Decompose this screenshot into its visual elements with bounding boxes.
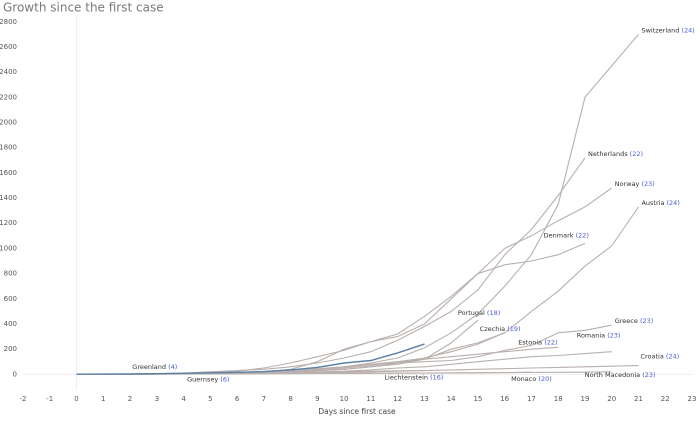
chart-title: Growth since the first case [3, 1, 164, 15]
series-tag: (22) [544, 338, 557, 346]
series-tag: (23) [642, 371, 655, 379]
series-label: Greece (23) [615, 317, 654, 325]
series-label: Netherlands (22) [588, 150, 643, 158]
y-tick-label: 1800 [0, 144, 17, 152]
x-tick-label: 20 [607, 395, 616, 403]
series-tag: (23) [641, 180, 654, 188]
series-line [76, 343, 425, 375]
x-tick-label: 1 [101, 395, 105, 403]
y-tick-label: 2600 [0, 43, 17, 51]
series-name: Austria [641, 199, 664, 207]
y-tick-label: 600 [4, 295, 17, 303]
series-tag: (18) [487, 309, 500, 317]
series-tag: (22) [630, 150, 643, 158]
x-tick-label: 5 [208, 395, 212, 403]
series-label: Liechtenstein (16) [384, 374, 443, 382]
series-label: Czechia (19) [480, 325, 521, 333]
x-tick-label: 9 [315, 395, 319, 403]
series-name: Liechtenstein [384, 374, 428, 382]
series-name: Greenland [132, 363, 166, 371]
y-tick-label: 0 [13, 370, 17, 378]
y-tick-label: 2200 [0, 93, 17, 101]
series-tag: (20) [538, 375, 551, 383]
series-name: Romania [577, 332, 605, 340]
x-tick-label: 3 [155, 395, 159, 403]
y-tick-label: 2000 [0, 119, 17, 127]
series-label: Portugal (18) [458, 309, 500, 317]
series-name: Guernsey [187, 376, 218, 384]
y-tick-label: 2400 [0, 68, 17, 76]
x-tick-label: 0 [74, 395, 78, 403]
x-tick-label: 11 [366, 395, 375, 403]
series-line [76, 34, 639, 375]
series-name: Netherlands [588, 150, 628, 158]
series-tag: (24) [667, 199, 680, 207]
x-tick-label: 16 [500, 395, 509, 403]
series-label: Romania (23) [577, 332, 621, 340]
x-tick-label: 12 [393, 395, 402, 403]
series-tag: (6) [220, 376, 229, 384]
series-label: Croatia (24) [640, 353, 679, 361]
series-tag: (23) [640, 317, 653, 325]
series-name: Czechia [480, 325, 505, 333]
series-tag: (22) [576, 231, 589, 239]
x-tick-label: 19 [580, 395, 589, 403]
y-tick-label: 1600 [0, 169, 17, 177]
series-name: Greece [615, 317, 638, 325]
y-tick-label: 2800 [0, 18, 17, 26]
series-label: Switzerland (24) [641, 26, 694, 34]
x-tick-label: 6 [235, 395, 240, 403]
x-tick-label: 4 [181, 395, 186, 403]
x-axis-title: Days since first case [318, 407, 396, 416]
series-label: Greenland (4) [132, 363, 177, 371]
x-tick-label: 14 [447, 395, 456, 403]
series-tag: (24) [666, 353, 679, 361]
series-name: Estonia [518, 338, 542, 346]
series-label: Austria (24) [641, 199, 679, 207]
x-tick-label: -1 [46, 395, 53, 403]
x-tick-label: -2 [20, 395, 27, 403]
series-name: Monaco [511, 375, 536, 383]
series-name: North Macedonia [585, 371, 640, 379]
x-tick-label: 10 [340, 395, 349, 403]
x-tick-label: 15 [473, 395, 482, 403]
x-tick-label: 22 [661, 395, 670, 403]
x-tick-label: 17 [527, 395, 536, 403]
series-name: Croatia [640, 353, 663, 361]
series-name: Switzerland [641, 26, 679, 34]
y-tick-label: 800 [4, 270, 17, 278]
series-name: Denmark [544, 231, 574, 239]
series-name: Norway [615, 180, 640, 188]
series-label: North Macedonia (23) [585, 371, 656, 379]
y-tick-label: 1200 [0, 219, 17, 227]
series-line [76, 157, 586, 375]
series-label: Estonia (22) [518, 338, 557, 346]
series-label: Norway (23) [615, 180, 655, 188]
series-label: Guernsey (6) [187, 376, 229, 384]
series-tag: (16) [430, 374, 443, 382]
y-tick-label: 400 [4, 320, 17, 328]
x-tick-label: 7 [262, 395, 266, 403]
x-tick-label: 2 [128, 395, 132, 403]
series-line [76, 242, 586, 375]
x-tick-label: 21 [634, 395, 643, 403]
series-tag: (23) [607, 332, 620, 340]
series-name: Portugal [458, 309, 485, 317]
series-tag: (19) [507, 325, 520, 333]
y-tick-label: 1400 [0, 194, 17, 202]
y-tick-label: 200 [4, 345, 17, 353]
series-tag: (4) [168, 363, 177, 371]
x-tick-label: 13 [420, 395, 429, 403]
x-tick-label: 8 [288, 395, 292, 403]
series-label: Monaco (20) [511, 375, 552, 383]
x-tick-label: 18 [554, 395, 563, 403]
series-label: Denmark (22) [544, 231, 589, 239]
series-tag: (24) [681, 26, 694, 34]
x-tick-label: 23 [688, 395, 697, 403]
y-tick-label: 1000 [0, 244, 17, 252]
